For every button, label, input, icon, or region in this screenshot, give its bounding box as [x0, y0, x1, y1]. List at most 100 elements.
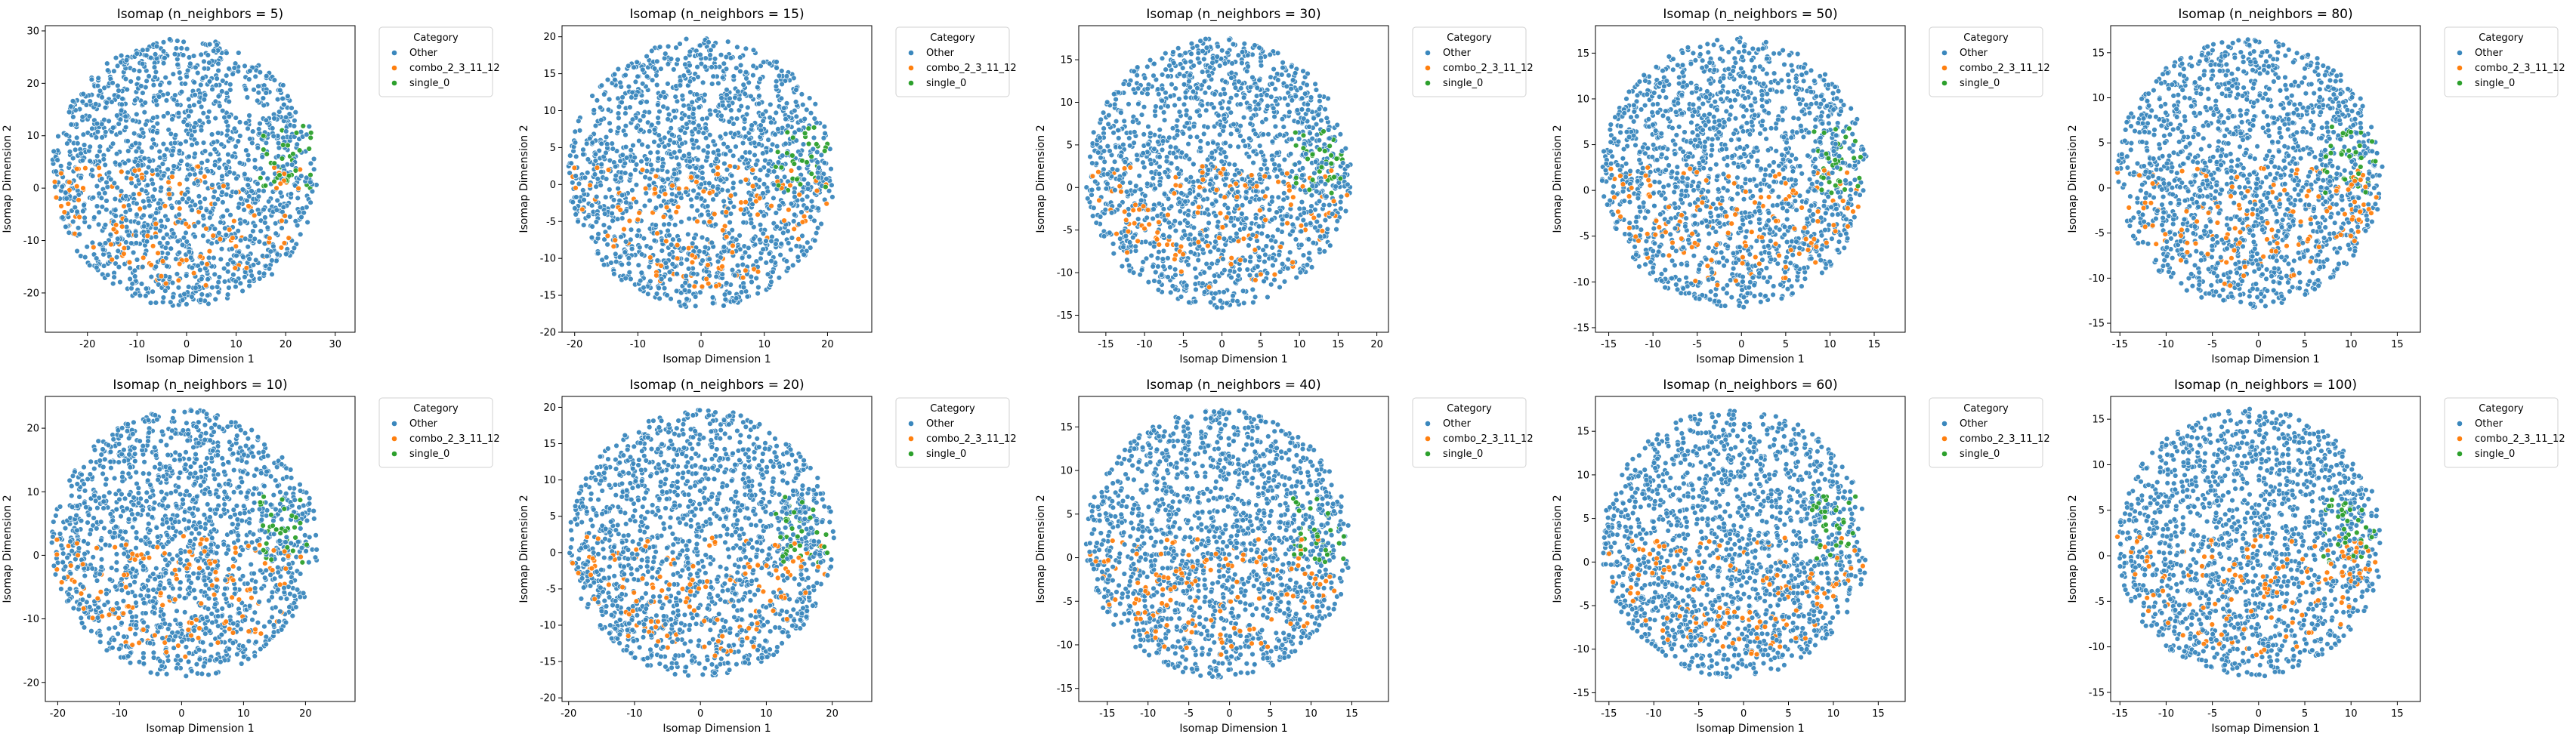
scatter-point-Other [730, 73, 737, 79]
scatter-point-single-0 [808, 153, 814, 160]
scatter-point-Other [202, 179, 208, 186]
scatter-point-Other [216, 230, 222, 236]
scatter-point-Other [224, 208, 230, 214]
scatter-point-Other [634, 233, 641, 239]
scatter-point-Other [201, 58, 207, 65]
scatter-point-Other [678, 219, 684, 225]
scatter-point-Other [1290, 228, 1296, 234]
scatter-point-Other [1140, 159, 1146, 165]
scatter-point-Other [788, 247, 794, 253]
scatter-point-combo-2-3-11-12 [791, 226, 797, 232]
scatter-point-Other [130, 117, 136, 124]
scatter-point-combo-2-3-11-12 [203, 226, 209, 232]
scatter-point-Other [1286, 72, 1292, 79]
scatter-point-Other [698, 181, 704, 187]
scatter-point-Other [175, 219, 181, 225]
scatter-point-combo-2-3-11-12 [1132, 202, 1138, 208]
scatter-point-Other [765, 168, 772, 174]
scatter-point-Other [647, 150, 653, 156]
scatter-point-combo-2-3-11-12 [76, 197, 82, 203]
scatter-point-Other [748, 220, 755, 227]
scatter-point-single-0 [805, 140, 812, 147]
scatter-point-Other [171, 230, 177, 237]
scatter-point-Other [696, 96, 702, 102]
scatter-point-Other [1228, 131, 1234, 137]
scatter-point-Other [93, 134, 100, 140]
scatter-point-Other [189, 294, 195, 300]
scatter-point-Other [1192, 266, 1198, 272]
scatter-point-Other [601, 211, 608, 217]
scatter-point-Other [1224, 300, 1230, 307]
y-tick-label: -10 [23, 236, 39, 247]
scatter-point-Other [811, 217, 817, 224]
scatter-point-Other [156, 148, 162, 155]
scatter-point-Other [1152, 185, 1158, 192]
scatter-point-Other [572, 205, 578, 211]
scatter-point-Other [263, 117, 269, 123]
scatter-point-Other [218, 256, 224, 262]
scatter-point-Other [175, 285, 182, 291]
scatter-point-combo-2-3-11-12 [53, 194, 60, 201]
scatter-point-Other [808, 214, 814, 220]
scatter-point-Other [730, 185, 737, 191]
scatter-point-Other [139, 149, 145, 155]
scatter-point-single-0 [791, 161, 798, 167]
scatter-point-Other [1205, 124, 1211, 131]
scatter-point-Other [1142, 239, 1149, 245]
scatter-point-Other [661, 134, 668, 141]
scatter-point-Other [169, 279, 176, 286]
scatter-point-Other [196, 193, 202, 199]
scatter-point-Other [133, 233, 139, 239]
scatter-point-Other [187, 171, 193, 177]
scatter-point-Other [111, 68, 117, 74]
scatter-point-Other [102, 104, 109, 111]
scatter-point-Other [117, 279, 123, 285]
scatter-point-Other [1231, 122, 1237, 128]
scatter-point-combo-2-3-11-12 [121, 245, 128, 251]
scatter-point-Other [702, 244, 709, 251]
scatter-point-Other [66, 161, 73, 167]
scatter-point-Other [750, 236, 757, 242]
scatter-point-Other [154, 130, 160, 136]
scatter-point-combo-2-3-11-12 [221, 183, 227, 190]
scatter-point-Other [176, 199, 182, 205]
scatter-point-Other [1289, 168, 1296, 174]
scatter-point-Other [86, 113, 93, 119]
scatter-point-Other [81, 202, 87, 208]
scatter-point-Other [791, 211, 798, 217]
scatter-point-combo-2-3-11-12 [788, 168, 795, 174]
scatter-point-Other [668, 125, 674, 131]
scatter-point-Other [156, 94, 162, 100]
scatter-point-Other [57, 163, 64, 169]
x-tick-label: -10 [1137, 339, 1153, 350]
scatter-point-Other [710, 168, 716, 174]
scatter-point-Other [134, 257, 141, 263]
scatter-point-Other [629, 245, 635, 252]
scatter-point-Other [150, 288, 156, 294]
scatter-point-Other [186, 96, 192, 103]
scatter-point-Other [737, 233, 743, 239]
scatter-point-Other [275, 140, 282, 146]
scatter-point-Other [255, 145, 261, 151]
scatter-point-Other [737, 96, 743, 103]
scatter-point-combo-2-3-11-12 [281, 240, 288, 246]
scatter-point-Other [1302, 151, 1309, 157]
scatter-point-Other [607, 120, 613, 126]
scatter-point-Other [198, 82, 204, 88]
scatter-point-Other [1101, 125, 1107, 131]
x-tick-label: 30 [329, 339, 341, 350]
scatter-point-Other [206, 79, 213, 85]
scatter-point-Other [230, 272, 236, 278]
scatter-point-combo-2-3-11-12 [723, 234, 730, 240]
scatter-point-Other [749, 122, 755, 128]
scatter-point-combo-2-3-11-12 [653, 273, 659, 279]
scatter-point-Other [189, 207, 195, 213]
scatter-point-Other [255, 97, 261, 104]
scatter-point-Other [1342, 208, 1349, 214]
scatter-point-Other [686, 215, 692, 222]
y-tick-label: -10 [540, 254, 556, 265]
y-tick-label: 5 [550, 143, 556, 154]
scatter-point-Other [645, 291, 651, 297]
scatter-point-Other [1281, 279, 1288, 285]
scatter-point-Other [615, 66, 622, 72]
